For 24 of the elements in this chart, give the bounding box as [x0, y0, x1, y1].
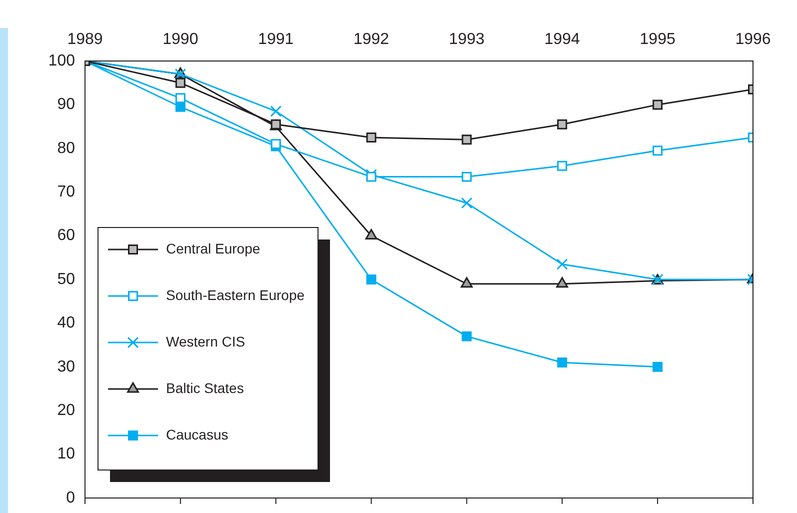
legend-label: Caucasus — [166, 426, 228, 442]
legend-label: Central Europe — [166, 240, 260, 256]
x-tick-label: 1996 — [735, 30, 771, 48]
x-tick-label: 1995 — [640, 30, 676, 48]
y-tick-label: 100 — [48, 52, 76, 70]
y-tick-label: 50 — [57, 270, 76, 288]
x-tick-label: 1989 — [67, 30, 103, 48]
x-tick-label: 1994 — [544, 30, 580, 48]
legend-label: Baltic States — [166, 380, 244, 396]
y-tick-label: 30 — [57, 358, 76, 376]
y-tick-label: 90 — [57, 96, 76, 114]
x-tick-label: 1990 — [162, 30, 198, 48]
y-tick-label: 70 — [57, 184, 76, 201]
x-tick-label: 1992 — [353, 30, 390, 48]
y-tick-label: 80 — [57, 140, 76, 157]
y-tick-label: 10 — [57, 446, 76, 463]
legend-label: South-Eastern Europe — [166, 286, 305, 303]
y-tick-label: 40 — [57, 314, 76, 332]
y-tick-label: 60 — [57, 227, 76, 244]
y-tick-label: 20 — [57, 402, 76, 420]
legend-label: Western CIS — [166, 333, 246, 350]
x-tick-label: 1993 — [448, 30, 485, 48]
x-tick-label: 1991 — [258, 30, 294, 48]
y-tick-label: 0 — [66, 489, 76, 506]
